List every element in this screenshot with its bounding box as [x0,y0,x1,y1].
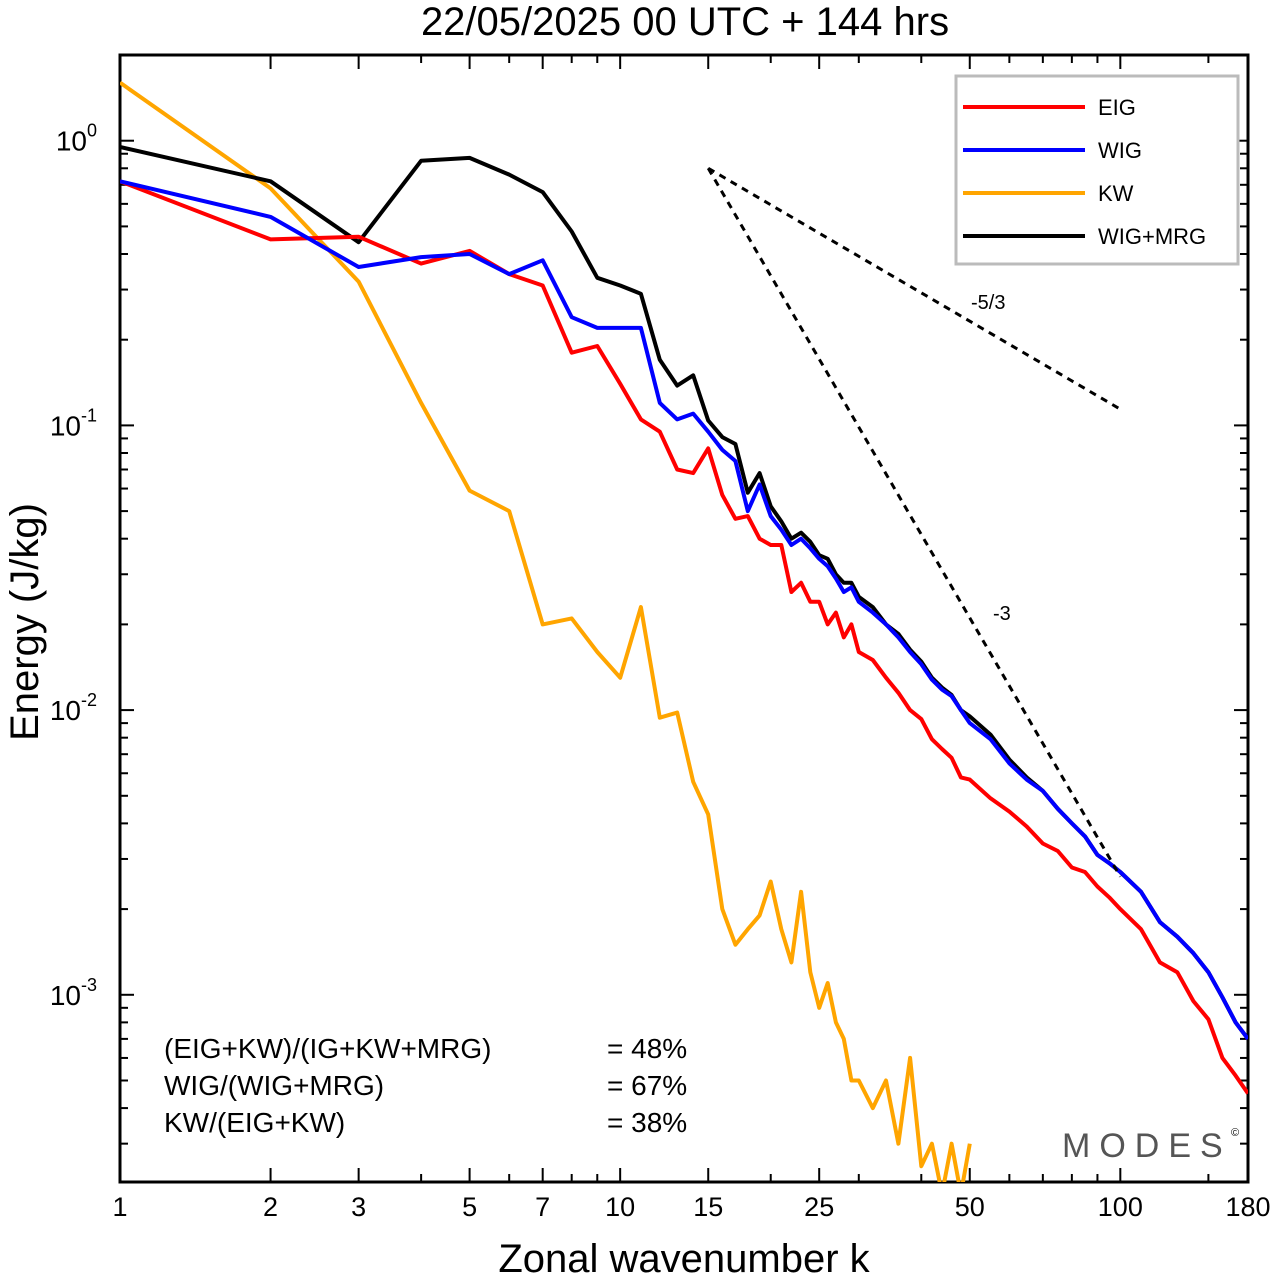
chart-title: 22/05/2025 00 UTC + 144 hrs [421,0,949,44]
legend-label: WIG+MRG [1098,224,1206,249]
ratio-value: = 48% [607,1033,687,1064]
plot-border [118,53,1250,1184]
reference-slope-label: -3 [993,603,1011,625]
x-tick-label: 3 [351,1192,366,1222]
x-tick-label: 7 [535,1192,550,1222]
x-tick-label: 5 [462,1192,477,1222]
x-tick-label: 100 [1098,1192,1143,1222]
x-tick-label: 10 [605,1192,635,1222]
modes-watermark: MODES [1062,1127,1232,1165]
ratio-value: = 67% [607,1070,687,1101]
legend: EIG WIG KW WIG+MRG [954,74,1240,266]
x-axis-label: Zonal wavenumber k [498,1237,870,1281]
copyright-mark: © [1231,1127,1239,1139]
ratio-value: = 38% [607,1107,687,1138]
axis-ticks [119,54,1249,1182]
watermark: MODES © [1062,1127,1239,1165]
reference-slope-line [707,166,1122,411]
legend-label: EIG [1098,95,1136,120]
x-tick-labels: 1 2 3 5 7 10 15 25 50 100 180 [112,1192,1270,1222]
x-tick-label: 15 [693,1192,723,1222]
plot-area [118,53,1250,1184]
reference-slopes: -5/3 -3 [706,166,1122,878]
x-tick-label: 1 [112,1192,127,1222]
series-layer [120,80,1248,1182]
ratio-label: (EIG+KW)/(IG+KW+MRG) [164,1033,491,1064]
ratio-label: WIG/(WIG+MRG) [164,1070,384,1101]
x-tick-label: 2 [263,1192,278,1222]
legend-label: WIG [1098,138,1142,163]
series-line-kw [120,80,972,1182]
reference-slope-line [706,167,1122,878]
series-line-wig-mrg [120,145,1248,1041]
x-tick-label: 25 [804,1192,834,1222]
series-line-wig [120,179,1248,1041]
series-line-eig [120,179,1248,1095]
x-tick-label: 50 [955,1192,985,1222]
y-tick-label: 10-1 [50,405,97,441]
x-tick-label: 180 [1225,1192,1270,1222]
ratio-label: KW/(EIG+KW) [164,1107,345,1138]
y-tick-labels: 100 10-1 10-2 10-3 [50,121,97,1011]
y-axis-label: Energy (J/kg) [3,503,47,741]
legend-label: KW [1098,181,1134,206]
y-tick-label: 10-2 [50,690,97,726]
y-tick-label: 100 [56,121,97,157]
ratio-annotations: (EIG+KW)/(IG+KW+MRG) = 48% WIG/(WIG+MRG) = … [164,1033,687,1138]
y-tick-label: 10-3 [50,975,97,1011]
reference-slope-label: -5/3 [971,292,1005,314]
